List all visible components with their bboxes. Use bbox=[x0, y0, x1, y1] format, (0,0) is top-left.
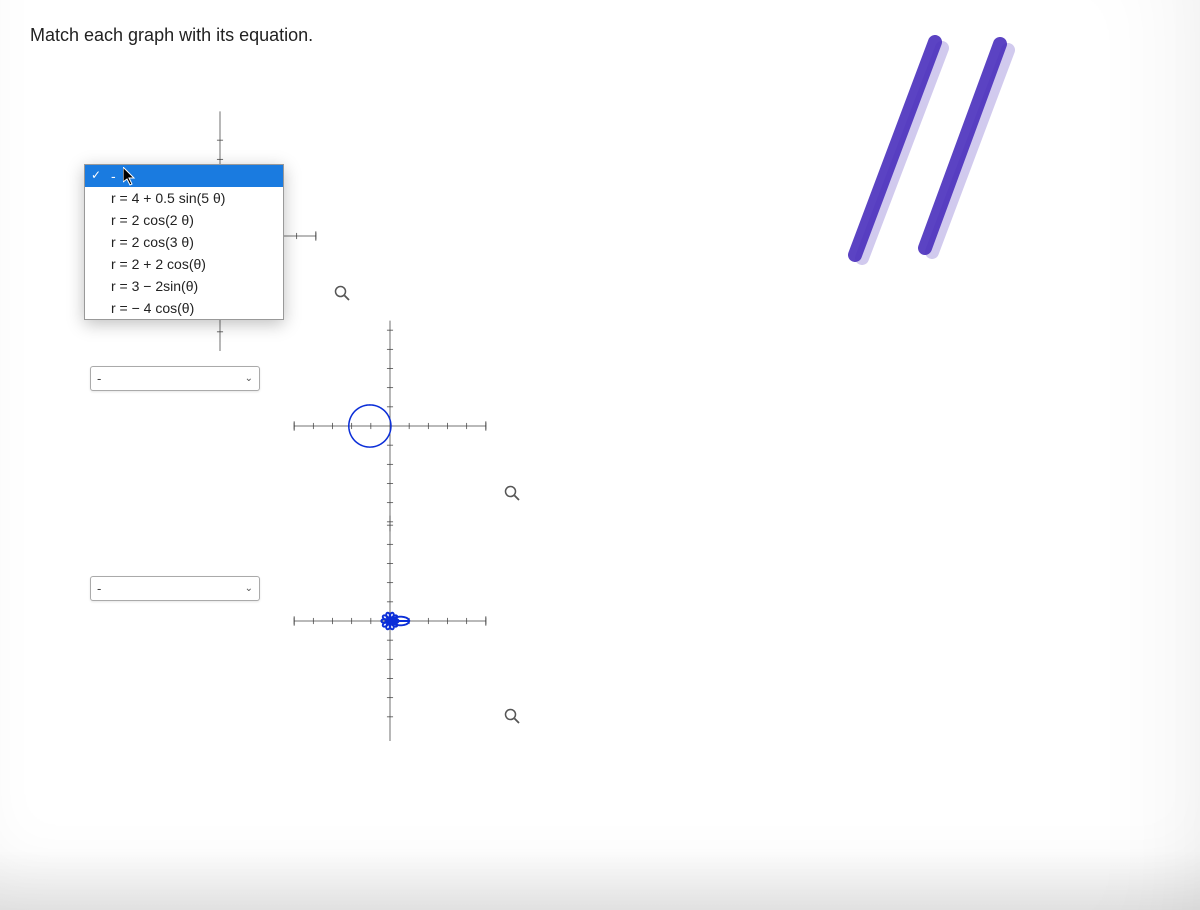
graph-3-svg bbox=[275, 501, 505, 741]
cursor-icon bbox=[123, 167, 139, 187]
question-prompt: Match each graph with its equation. bbox=[30, 25, 1170, 46]
chevron-down-icon: ⌄ bbox=[245, 373, 253, 384]
option-label: r = 2 cos(3 θ) bbox=[111, 234, 194, 250]
dropdown-option-0[interactable]: ✓ - bbox=[85, 165, 283, 187]
graph-3 bbox=[275, 501, 505, 711]
dropdown-option-3[interactable]: r = 2 cos(3 θ) bbox=[85, 231, 283, 253]
zoom-icon[interactable] bbox=[334, 285, 350, 306]
chevron-down-icon: ⌄ bbox=[245, 583, 253, 594]
check-icon: ✓ bbox=[91, 168, 101, 182]
option-label: r = 3 − 2sin(θ) bbox=[111, 278, 198, 294]
dropdown-option-5[interactable]: r = 3 − 2sin(θ) bbox=[85, 275, 283, 297]
match-row-3: - ⌄ bbox=[30, 501, 1170, 711]
selector-2-wrap: - ⌄ bbox=[90, 366, 260, 391]
equation-dropdown[interactable]: ✓ - r = 4 + 0.5 sin(5 θ) r = 2 cos(2 θ) … bbox=[84, 164, 284, 320]
equation-select-2[interactable]: - ⌄ bbox=[90, 366, 260, 391]
zoom-icon[interactable] bbox=[504, 708, 520, 729]
select-value: - bbox=[97, 581, 101, 596]
dropdown-option-4[interactable]: r = 2 + 2 cos(θ) bbox=[85, 253, 283, 275]
graph-2 bbox=[275, 311, 505, 501]
photo-vignette bbox=[0, 850, 1200, 910]
selector-3-wrap: - ⌄ bbox=[90, 576, 260, 601]
option-label: r = 4 + 0.5 sin(5 θ) bbox=[111, 190, 225, 206]
select-value: - bbox=[97, 371, 101, 386]
option-label: r = − 4 cos(θ) bbox=[111, 300, 194, 316]
match-row-1: ✓ - r = 4 + 0.5 sin(5 θ) r = 2 cos(2 θ) … bbox=[30, 96, 1170, 326]
dropdown-option-6[interactable]: r = − 4 cos(θ) bbox=[85, 297, 283, 319]
option-label: r = 2 cos(2 θ) bbox=[111, 212, 194, 228]
dropdown-option-2[interactable]: r = 2 cos(2 θ) bbox=[85, 209, 283, 231]
option-label: - bbox=[111, 168, 116, 184]
dropdown-option-1[interactable]: r = 4 + 0.5 sin(5 θ) bbox=[85, 187, 283, 209]
match-row-2: - ⌄ bbox=[30, 311, 1170, 501]
option-label: r = 2 + 2 cos(θ) bbox=[111, 256, 206, 272]
equation-select-3[interactable]: - ⌄ bbox=[90, 576, 260, 601]
quiz-page: Match each graph with its equation. ✓ - … bbox=[0, 0, 1200, 910]
